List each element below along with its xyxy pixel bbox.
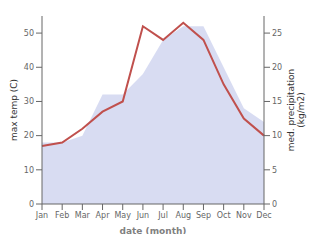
svg-text:Apr: Apr — [96, 211, 111, 220]
svg-text:(kg/m2): (kg/m2) — [296, 92, 306, 127]
svg-text:Feb: Feb — [55, 211, 69, 220]
svg-text:30: 30 — [24, 97, 34, 106]
svg-text:Oct: Oct — [217, 211, 231, 220]
svg-text:20: 20 — [272, 63, 282, 72]
svg-text:date (month): date (month) — [120, 226, 187, 234]
svg-text:May: May — [114, 211, 131, 220]
svg-text:10: 10 — [272, 131, 282, 140]
svg-text:Nov: Nov — [236, 211, 252, 220]
svg-text:Dec: Dec — [256, 211, 271, 220]
svg-text:Jan: Jan — [35, 211, 48, 220]
svg-text:0: 0 — [272, 200, 277, 209]
svg-text:Jun: Jun — [136, 211, 150, 220]
svg-text:5: 5 — [272, 166, 277, 175]
svg-text:10: 10 — [24, 166, 34, 175]
svg-text:25: 25 — [272, 29, 282, 38]
svg-text:Sep: Sep — [196, 211, 211, 220]
svg-text:0: 0 — [29, 200, 34, 209]
svg-text:Aug: Aug — [175, 211, 191, 220]
svg-text:40: 40 — [24, 63, 34, 72]
svg-text:Jul: Jul — [157, 211, 168, 220]
svg-text:20: 20 — [24, 131, 34, 140]
svg-text:15: 15 — [272, 97, 282, 106]
svg-text:50: 50 — [24, 29, 34, 38]
svg-text:med. precipitation: med. precipitation — [286, 69, 296, 151]
svg-text:max temp (C): max temp (C) — [9, 79, 19, 141]
svg-text:Mar: Mar — [75, 211, 91, 220]
